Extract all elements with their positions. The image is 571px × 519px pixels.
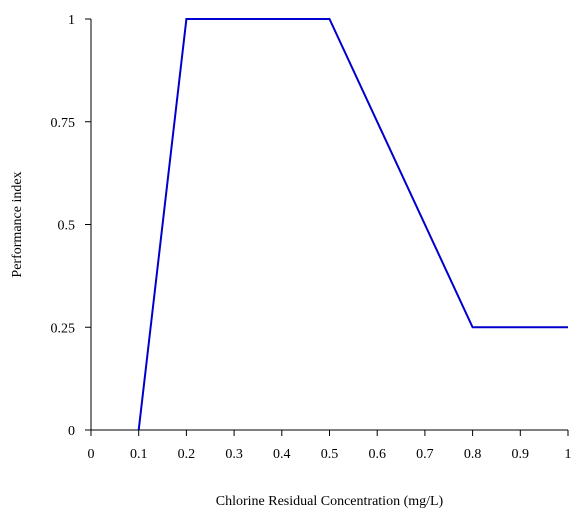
x-tick-label: 0.9 <box>512 447 530 462</box>
y-tick-label: 1 <box>68 13 75 28</box>
series-line <box>137 18 568 431</box>
x-tick-label: 0.5 <box>321 447 339 462</box>
x-tick-label: 0.3 <box>225 447 243 462</box>
x-tick-label: 0.4 <box>273 447 291 462</box>
y-tick-label: 0.75 <box>51 116 76 131</box>
y-ticks: 0 0.25 0.5 0.75 1 <box>51 13 91 439</box>
x-tick-label: 0.8 <box>464 447 482 462</box>
x-axis-title: Chlorine Residual Concentration (mg/L) <box>216 494 444 509</box>
y-axis-title: Performance index <box>10 171 25 277</box>
x-tick-label: 0.1 <box>130 447 148 462</box>
y-tick-label: 0.25 <box>51 321 76 336</box>
axes: 0 0.1 0.2 0.3 0.4 0.5 0.6 0.7 0.8 0.9 1 0 0.25 0.5 0.… <box>51 13 571 462</box>
x-tick-label: 0.7 <box>416 447 434 462</box>
x-tick-label: 0.6 <box>368 447 386 462</box>
y-tick-label: 0 <box>68 424 75 439</box>
plot-area <box>137 18 568 431</box>
x-ticks: 0 0.1 0.2 0.3 0.4 0.5 0.6 0.7 0.8 0.9 1 <box>88 430 571 462</box>
y-tick-label: 0.5 <box>58 219 76 234</box>
x-tick-label: 1 <box>565 447 571 462</box>
x-tick-label: 0.2 <box>178 447 196 462</box>
x-tick-label: 0 <box>88 447 95 462</box>
